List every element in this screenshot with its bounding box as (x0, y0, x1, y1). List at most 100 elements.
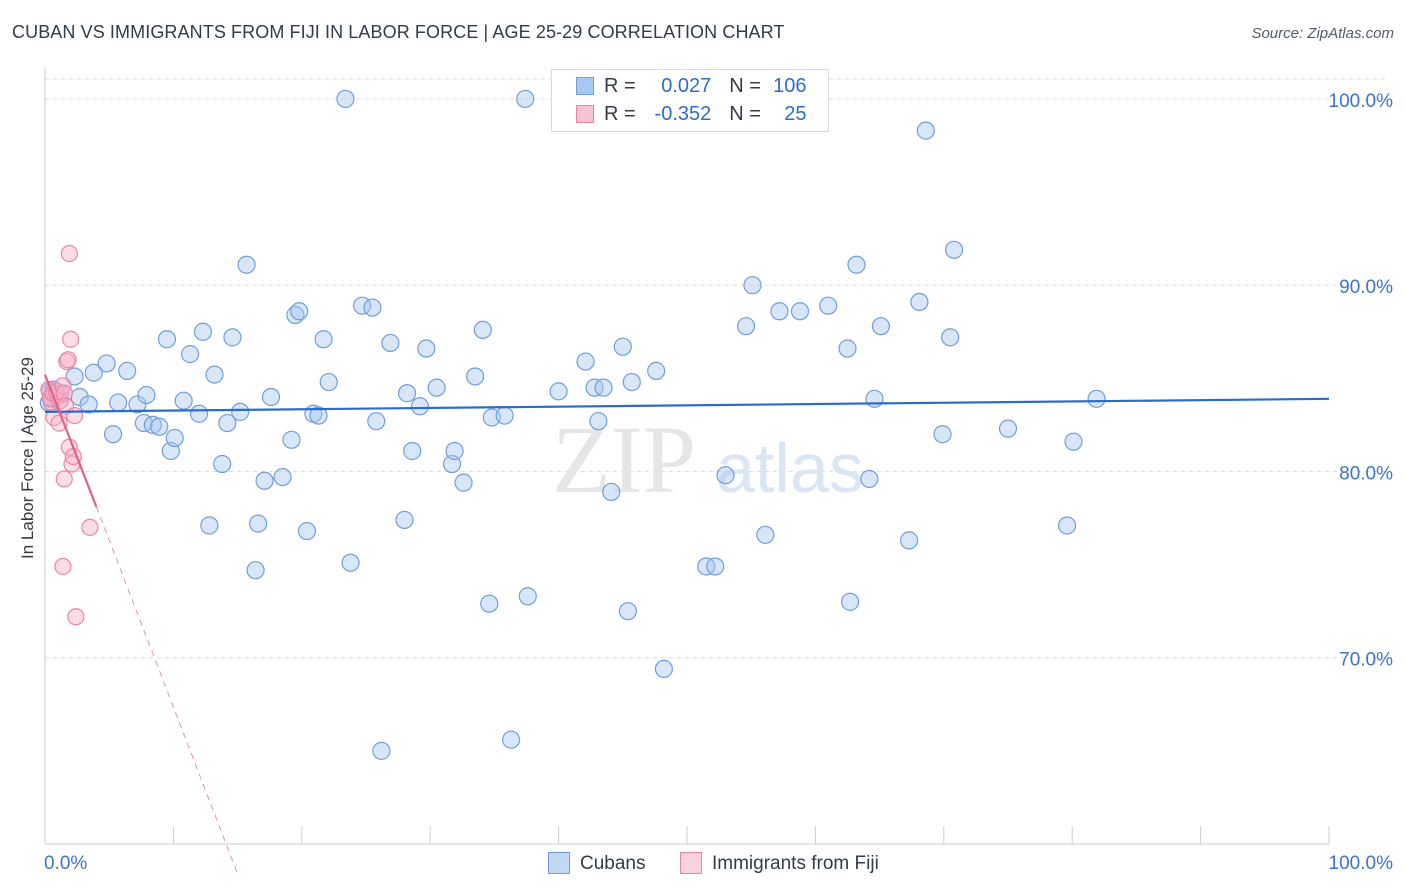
cubans-point (200, 516, 219, 535)
cubans-point (165, 428, 184, 448)
cubans-point (193, 322, 213, 341)
cubans-point (319, 372, 338, 392)
cubans-point (367, 412, 386, 431)
cubans-point (840, 592, 860, 611)
bottom-legend-fiji-label: Immigrants from Fiji (712, 853, 879, 874)
fiji-point (55, 384, 73, 402)
cubans-point (249, 514, 268, 533)
cubans-point (871, 317, 890, 336)
legend-row-fiji: R = -0.352 N = 25 (576, 103, 807, 126)
cubans-point (576, 352, 595, 371)
watermark: ZIP atlas (552, 406, 864, 513)
cubans-point (397, 384, 417, 403)
fiji-point (81, 518, 99, 536)
legend-r-value: 0.027 (661, 75, 712, 97)
correlation-legend: R = 0.027 N = 106 R = -0.352 N = 25 (551, 69, 829, 132)
cubans-point (309, 406, 328, 425)
cubans-point (941, 328, 960, 347)
cubans-point (205, 365, 224, 384)
fiji-point (59, 351, 77, 369)
cubans-point (743, 276, 762, 295)
cubans-point (716, 466, 735, 485)
chart-title: CUBAN VS IMMIGRANTS FROM FIJI IN LABOR F… (12, 22, 785, 42)
bottom-legend-cubans: Cubans (548, 852, 646, 875)
watermark-atlas: atlas (716, 429, 864, 507)
legend-n-value: 25 (784, 103, 807, 125)
cubans-point (103, 425, 123, 444)
bottom-legend-fiji: Immigrants from Fiji (680, 852, 879, 875)
cubans-point (403, 441, 422, 461)
cubans-point (1057, 516, 1077, 535)
fiji-point (62, 330, 80, 348)
legend-r-label: R = (604, 103, 636, 125)
cubans-point (495, 406, 514, 425)
cubans-point (427, 378, 446, 397)
cubans-point (255, 471, 274, 490)
tick-labels: 70.0% 80.0% 90.0% 100.0% 0.0% 100.0% (44, 91, 1393, 874)
cubans-point (654, 659, 673, 679)
cubans-point (134, 413, 153, 433)
cubans-trend-line (44, 397, 1330, 413)
cubans-point (594, 378, 613, 397)
cubans-point (998, 419, 1018, 438)
y-tick-label: 80.0% (1339, 463, 1393, 484)
cubans-point (79, 395, 98, 414)
y-tick-label: 100.0% (1329, 91, 1394, 112)
cubans-point (1064, 432, 1083, 451)
cubans-point (900, 531, 919, 550)
cubans-point (860, 469, 879, 489)
y-tick-label: 90.0% (1339, 277, 1393, 298)
cubans-point (297, 521, 317, 541)
legend-n-value: 106 (773, 75, 807, 97)
cubans-point (143, 415, 162, 435)
legend-n-label: N = (729, 103, 761, 125)
cubans-point (65, 367, 84, 386)
cubans-point (516, 89, 535, 109)
bottom-swatch-fiji (680, 852, 702, 874)
bottom-swatch-cubans (548, 852, 570, 874)
cubans-point (838, 339, 857, 358)
cubans-point (819, 296, 838, 315)
cubans-point (336, 89, 355, 109)
cubans-point (445, 441, 464, 461)
fiji-point (67, 608, 85, 626)
fiji-trend-line (43, 374, 98, 508)
cubans-point (395, 510, 414, 529)
cubans-point (647, 361, 666, 380)
cubans-point (410, 397, 430, 416)
cubans-point (790, 302, 810, 321)
cubans-point (589, 412, 608, 431)
cubans-point (910, 292, 929, 312)
cubans-point (174, 391, 193, 410)
cubans-point (282, 430, 301, 449)
cubans-point (549, 382, 568, 401)
legend-swatch-fiji (576, 105, 594, 123)
cubans-point (97, 354, 116, 373)
cubans-point (84, 363, 103, 382)
cubans-point (865, 389, 884, 408)
cubans-point (218, 413, 237, 433)
cubans-point (847, 255, 866, 274)
cubans-point (466, 367, 485, 386)
cubans-point (137, 386, 156, 405)
cubans-point (736, 317, 756, 336)
cubans-point (223, 328, 242, 347)
cubans-point (944, 240, 964, 259)
cubans-point (381, 333, 400, 353)
cubans-point (1087, 389, 1106, 408)
cubans-point (613, 337, 632, 356)
cubans-point (480, 594, 499, 613)
cubans-point (261, 387, 281, 407)
trend-lines (43, 374, 1330, 874)
fiji-point (60, 244, 78, 263)
legend-swatch-cubans (576, 77, 594, 95)
cubans-point (706, 557, 725, 576)
cubans-point (618, 602, 638, 621)
fiji-point (65, 406, 84, 425)
fiji-trend-line-extrapolated (95, 506, 239, 874)
x-tick-label-min: 0.0% (44, 853, 87, 874)
cubans-point (231, 402, 250, 421)
cubans-point (314, 330, 333, 349)
y-tick-label: 70.0% (1339, 650, 1393, 671)
